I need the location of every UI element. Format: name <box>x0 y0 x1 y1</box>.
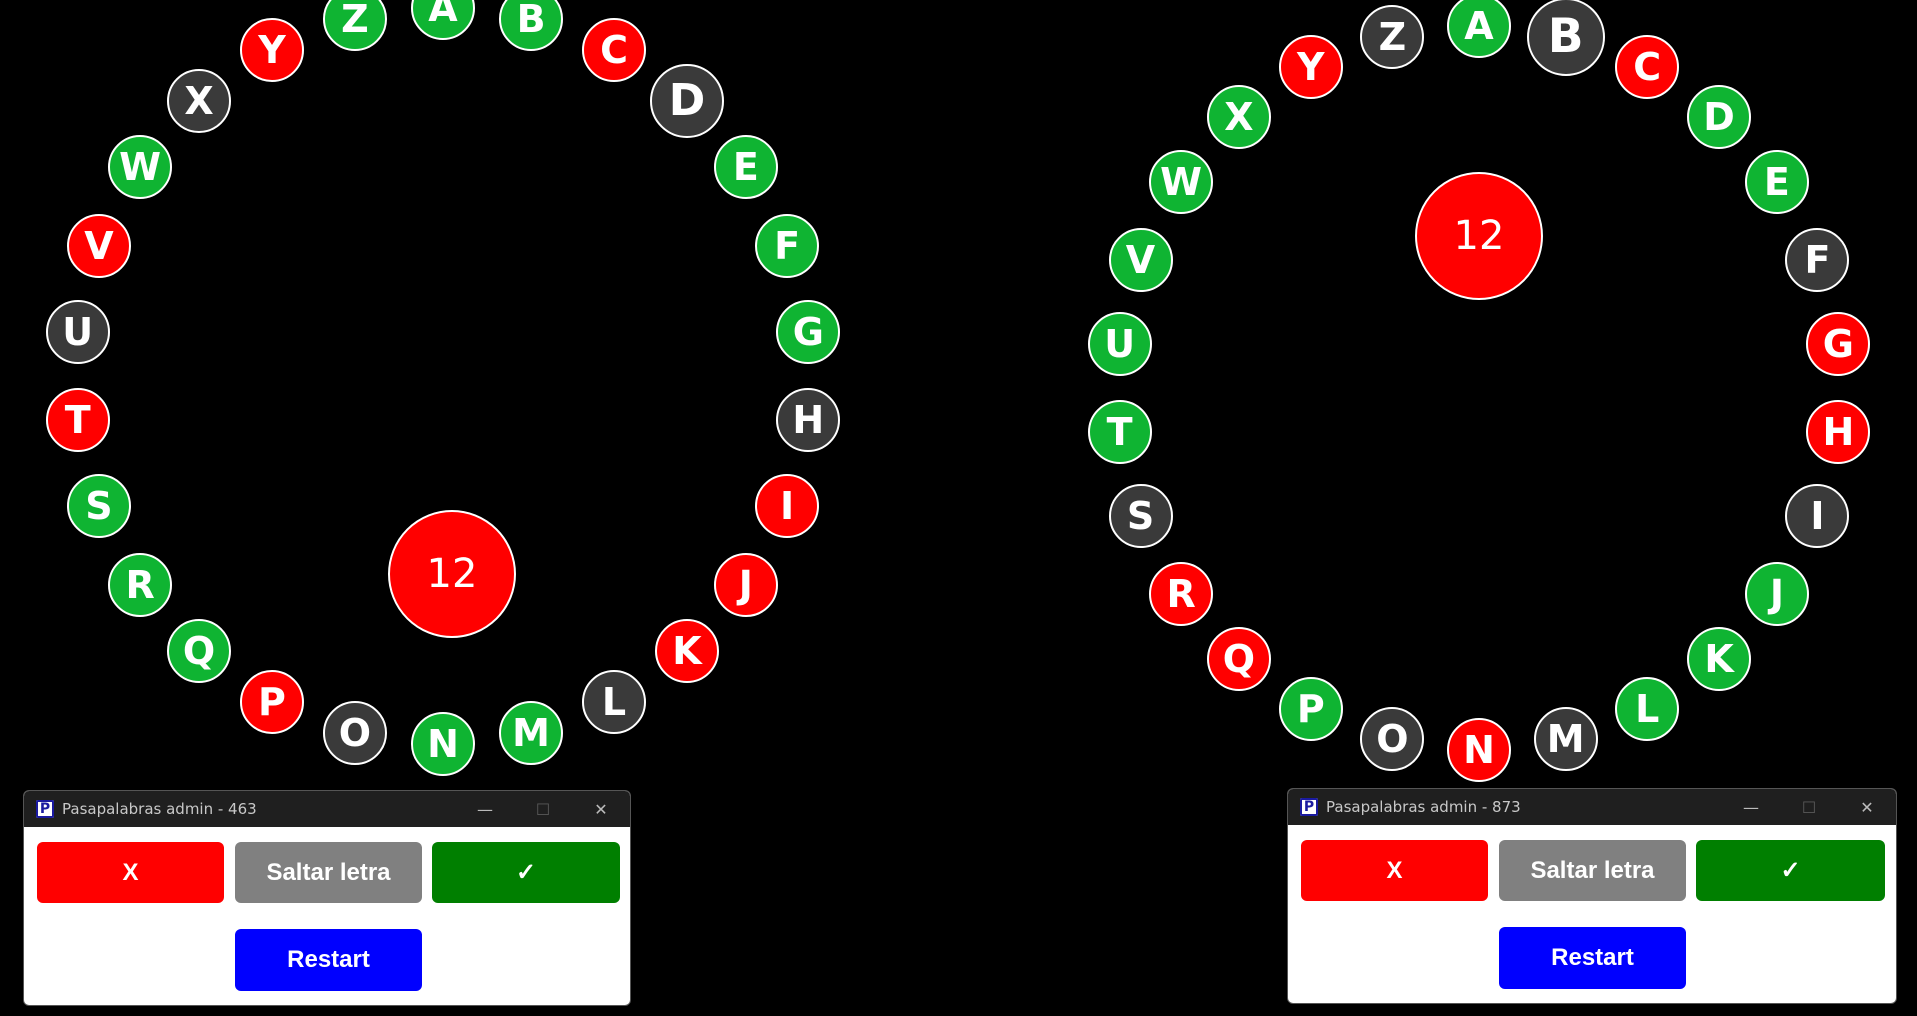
letter-circle-k: K <box>1687 626 1752 691</box>
admin-window-left: P Pasapalabras admin - 463 — ☐ ✕ X Salta… <box>23 790 631 1006</box>
correct-button[interactable]: ✓ <box>432 842 620 903</box>
letter-circle-r: R <box>108 553 173 618</box>
letter-circle-h: H <box>1806 399 1871 464</box>
letter-circle-z: Z <box>322 0 387 51</box>
letter-circle-d: D <box>1687 85 1752 150</box>
letter-circle-u: U <box>45 299 110 364</box>
admin-window-right: P Pasapalabras admin - 873 — ☐ ✕ X Salta… <box>1287 788 1897 1004</box>
letter-circle-x: X <box>1206 85 1271 150</box>
letter-circle-n: N <box>411 712 475 776</box>
minimize-icon[interactable]: — <box>1743 797 1759 817</box>
maximize-icon: ☐ <box>535 799 551 819</box>
letter-circle-a: A <box>1447 0 1511 58</box>
letter-circle-v: V <box>66 213 131 278</box>
letter-circle-u: U <box>1087 312 1152 377</box>
letter-circle-p: P <box>1278 676 1343 741</box>
letter-circle-j: J <box>713 553 778 618</box>
correct-button[interactable]: ✓ <box>1696 840 1885 901</box>
maximize-icon: ☐ <box>1801 797 1817 817</box>
app-icon: P <box>36 800 54 818</box>
letter-circle-c: C <box>582 18 647 83</box>
letter-circle-y: Y <box>1278 35 1343 100</box>
window-titlebar[interactable]: P Pasapalabras admin - 873 — ☐ ✕ <box>1288 789 1896 825</box>
letter-circle-x: X <box>166 68 231 133</box>
letter-circle-s: S <box>66 474 131 539</box>
letter-circle-n: N <box>1447 718 1511 782</box>
letter-circle-a: A <box>411 0 475 40</box>
letter-circle-w: W <box>108 134 173 199</box>
letter-circle-g: G <box>1806 312 1871 377</box>
letter-circle-z: Z <box>1360 4 1425 69</box>
restart-button[interactable]: Restart <box>235 929 422 991</box>
letter-circle-e: E <box>1744 150 1809 215</box>
close-icon[interactable]: ✕ <box>594 799 608 819</box>
wrong-button[interactable]: X <box>37 842 224 903</box>
letter-circle-o: O <box>322 701 387 766</box>
letter-circle-o: O <box>1360 707 1425 772</box>
letter-circle-i: I <box>755 474 820 539</box>
letter-circle-m: M <box>1533 707 1598 772</box>
letter-circle-t: T <box>1087 399 1152 464</box>
letter-circle-l: L <box>1615 676 1680 741</box>
letter-circle-v: V <box>1108 227 1173 292</box>
close-icon[interactable]: ✕ <box>1860 797 1874 817</box>
window-title: Pasapalabras admin - 873 <box>1326 798 1521 816</box>
wrong-button[interactable]: X <box>1301 840 1488 901</box>
letter-circle-s: S <box>1108 484 1173 549</box>
letter-circle-d: D <box>650 63 725 138</box>
letter-circle-p: P <box>239 669 304 734</box>
minimize-icon[interactable]: — <box>477 799 493 819</box>
letter-circle-g: G <box>776 299 841 364</box>
rosco-board-right: A B C D E F G H I J K L M N O P Q R S T U V W X Y Z 12 <box>958 0 1916 1016</box>
letter-circle-b: B <box>499 0 564 51</box>
letter-circle-q: Q <box>166 619 231 684</box>
skip-letter-button[interactable]: Saltar letra <box>235 842 422 903</box>
letter-circle-c: C <box>1615 35 1680 100</box>
window-title: Pasapalabras admin - 463 <box>62 800 257 818</box>
letter-circle-f: F <box>1785 227 1850 292</box>
window-titlebar[interactable]: P Pasapalabras admin - 463 — ☐ ✕ <box>24 791 630 827</box>
letter-circle-k: K <box>655 619 720 684</box>
app-icon: P <box>1300 798 1318 816</box>
letter-circle-w: W <box>1149 150 1214 215</box>
letter-circle-e: E <box>713 134 778 199</box>
remaining-counter: 12 <box>388 510 516 638</box>
letter-circle-f: F <box>755 213 820 278</box>
letter-circle-h: H <box>776 388 841 453</box>
skip-letter-button[interactable]: Saltar letra <box>1499 840 1686 901</box>
rosco-board-left: A B C D E F G H I J K L M N O P Q R S T U V W X Y Z 12 <box>0 0 958 1016</box>
remaining-counter: 12 <box>1415 172 1543 300</box>
letter-circle-y: Y <box>239 18 304 83</box>
letter-circle-b: B <box>1526 0 1605 76</box>
letter-circle-i: I <box>1785 484 1850 549</box>
letter-circle-r: R <box>1149 561 1214 626</box>
letter-circle-j: J <box>1744 561 1809 626</box>
restart-button[interactable]: Restart <box>1499 927 1686 989</box>
letter-circle-q: Q <box>1206 626 1271 691</box>
letter-circle-t: T <box>45 388 110 453</box>
letter-circle-m: M <box>499 701 564 766</box>
letter-circle-l: L <box>582 669 647 734</box>
